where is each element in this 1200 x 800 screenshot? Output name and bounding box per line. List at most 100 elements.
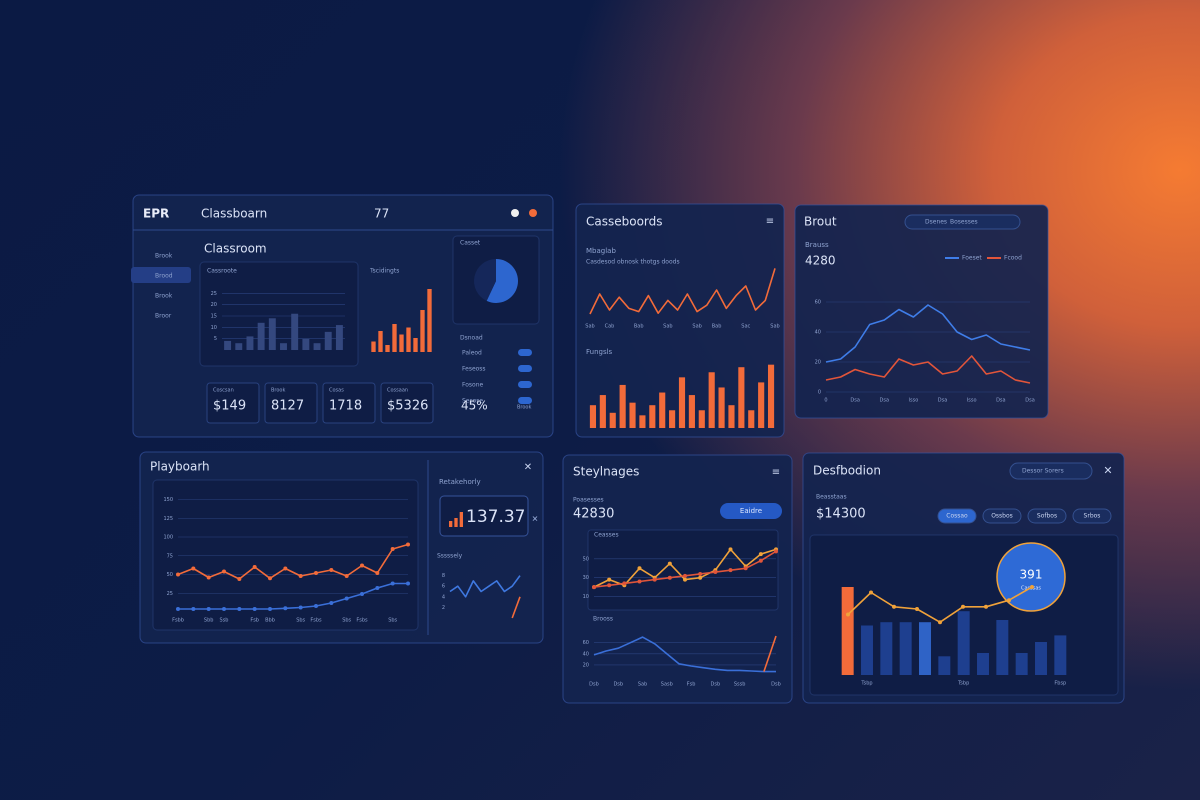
point (375, 586, 380, 590)
bar (758, 382, 765, 428)
x-tick-label: Sasb (661, 682, 673, 688)
bar (1035, 642, 1047, 675)
list-item: Feseoss (462, 366, 486, 373)
toggle[interactable] (518, 381, 532, 388)
bar (957, 611, 970, 675)
stat-card (264, 382, 318, 424)
search-box[interactable] (1009, 462, 1093, 480)
tab-label[interactable]: Cossao (946, 513, 968, 520)
point (728, 547, 733, 552)
bar (669, 410, 676, 428)
point (252, 607, 257, 611)
bar (449, 521, 453, 527)
chart-title: Ceasses (594, 532, 619, 539)
bar (371, 341, 376, 352)
tab[interactable] (1027, 508, 1067, 524)
menu-icon[interactable]: ≡ (772, 467, 780, 478)
bar (459, 512, 463, 527)
heading: Classroom (204, 242, 267, 256)
line-series (593, 636, 776, 673)
x-tick-label: Bab (712, 324, 722, 330)
x-tick-label: Dsb (613, 682, 623, 688)
x-tick-label: Sbs (342, 618, 351, 624)
x-tick-label: Sab (692, 324, 701, 330)
point (698, 575, 703, 580)
close-icon[interactable]: ✕ (1103, 464, 1112, 477)
bar (413, 338, 418, 352)
bar (235, 343, 243, 350)
tab[interactable] (1072, 508, 1112, 524)
close-icon[interactable]: ✕ (532, 515, 539, 524)
bar (246, 336, 254, 350)
line-series (825, 355, 1031, 384)
avatar[interactable] (529, 209, 537, 217)
callout-bubble (996, 542, 1066, 612)
point (683, 577, 687, 582)
bar (406, 327, 411, 352)
point (713, 570, 718, 575)
kpi-label: Beasstaas (816, 494, 847, 501)
bar (841, 587, 854, 675)
badge: 77 (374, 207, 389, 221)
y-tick-label: 4 (442, 594, 445, 600)
x-tick-label: Tsbp (957, 681, 969, 687)
y-tick-label: 0 (818, 390, 821, 396)
y-tick-label: 40 (583, 651, 589, 657)
x-tick-label: Fsbs (310, 618, 322, 624)
bar (880, 622, 893, 675)
point (298, 574, 303, 578)
button[interactable] (720, 503, 782, 519)
point (406, 542, 410, 547)
point (314, 571, 318, 575)
button-label[interactable]: Eaidre (740, 507, 762, 515)
tab-label[interactable]: Ossbos (991, 513, 1013, 520)
stat-label: Coscsan (213, 388, 234, 394)
bar (919, 622, 931, 675)
x-tick-label: Sssb (734, 682, 746, 688)
close-icon[interactable]: ✕ (524, 462, 532, 473)
card (152, 479, 419, 631)
point (390, 581, 395, 586)
card (199, 261, 359, 367)
y-tick-label: 30 (583, 575, 589, 581)
tab-label[interactable]: Srbos (1084, 513, 1101, 520)
bar (629, 402, 636, 428)
tab[interactable] (937, 508, 977, 524)
toggle[interactable] (518, 397, 532, 404)
avatar[interactable] (511, 209, 519, 217)
y-tick-label: 60 (583, 640, 589, 646)
x-tick-label: Dsb (711, 682, 721, 688)
search-box[interactable] (904, 214, 1021, 230)
x-tick-label: Sbs (296, 618, 305, 624)
bar (302, 338, 310, 350)
caption: Casdesod obnosk thotgs doods (586, 259, 680, 266)
y-tick-label: 5 (214, 336, 217, 342)
x-tick-label: Sab (770, 324, 779, 330)
bar (313, 343, 321, 350)
bar (767, 364, 775, 428)
list-item: Fosone (462, 382, 484, 389)
bar (996, 620, 1009, 675)
point (329, 601, 334, 605)
point (390, 547, 395, 551)
point (283, 606, 288, 611)
panel-title: Steylnages (573, 465, 639, 479)
bar (427, 289, 432, 352)
bar (392, 324, 397, 352)
tab-label[interactable]: Sofbos (1037, 513, 1057, 520)
y-tick-label: 50 (583, 556, 589, 562)
toggle[interactable] (518, 365, 532, 372)
y-tick-label: 125 (163, 516, 173, 522)
nav-active[interactable] (131, 267, 191, 283)
bar (718, 387, 725, 428)
chart-title: Casset (460, 240, 481, 247)
line-series (511, 596, 521, 619)
line-series (177, 543, 409, 580)
point (252, 565, 257, 569)
y-tick-label: 25 (211, 291, 217, 297)
chart-title: Sssssely (437, 553, 463, 560)
tab[interactable] (982, 508, 1022, 524)
menu-icon[interactable]: ≡ (766, 216, 774, 227)
toggle[interactable] (518, 349, 532, 356)
bar (280, 343, 287, 350)
